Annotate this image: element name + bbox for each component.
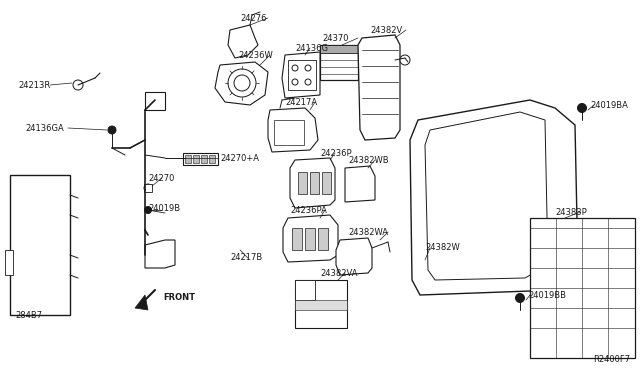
Bar bbox=[193, 155, 199, 163]
Text: 24019BA: 24019BA bbox=[590, 100, 628, 109]
Circle shape bbox=[305, 65, 311, 71]
Bar bbox=[144, 184, 152, 192]
Text: 24236P: 24236P bbox=[320, 148, 351, 157]
Bar bbox=[5, 250, 13, 275]
Text: 24236W: 24236W bbox=[238, 51, 273, 60]
Circle shape bbox=[228, 69, 256, 97]
Circle shape bbox=[577, 103, 586, 112]
Text: 24217B: 24217B bbox=[230, 253, 262, 263]
Bar bbox=[530, 218, 635, 358]
Polygon shape bbox=[358, 35, 400, 140]
Polygon shape bbox=[145, 240, 175, 268]
Bar bbox=[295, 300, 347, 310]
Bar bbox=[310, 172, 319, 194]
Polygon shape bbox=[283, 215, 338, 262]
Text: 24383P: 24383P bbox=[555, 208, 587, 217]
Bar bbox=[185, 155, 191, 163]
Text: 24136G: 24136G bbox=[295, 44, 328, 52]
Bar bbox=[274, 120, 304, 145]
Polygon shape bbox=[268, 108, 318, 152]
Polygon shape bbox=[425, 112, 548, 280]
Circle shape bbox=[144, 184, 152, 192]
Text: 24236PA: 24236PA bbox=[290, 205, 327, 215]
Text: 24217A: 24217A bbox=[285, 97, 317, 106]
Text: 24382V: 24382V bbox=[370, 26, 403, 35]
Bar bbox=[10, 175, 70, 315]
Circle shape bbox=[234, 75, 250, 91]
Bar bbox=[295, 280, 347, 328]
Bar bbox=[298, 172, 307, 194]
Bar bbox=[320, 45, 358, 53]
Text: 24270+A: 24270+A bbox=[220, 154, 259, 163]
Circle shape bbox=[515, 294, 525, 302]
Text: 24136GA: 24136GA bbox=[25, 124, 64, 132]
Polygon shape bbox=[215, 62, 268, 105]
Text: 24019B: 24019B bbox=[148, 203, 180, 212]
Bar bbox=[145, 92, 165, 110]
Polygon shape bbox=[228, 25, 258, 58]
Circle shape bbox=[73, 80, 83, 90]
Circle shape bbox=[305, 79, 311, 85]
Bar bbox=[292, 228, 302, 250]
Text: 24382WA: 24382WA bbox=[348, 228, 388, 237]
Polygon shape bbox=[135, 295, 148, 310]
Text: 24370: 24370 bbox=[322, 33, 349, 42]
Bar bbox=[288, 60, 316, 90]
Polygon shape bbox=[410, 100, 578, 295]
Text: 24270: 24270 bbox=[148, 173, 174, 183]
Bar bbox=[318, 228, 328, 250]
Polygon shape bbox=[282, 52, 320, 98]
Bar bbox=[183, 153, 218, 165]
Text: R2400F7: R2400F7 bbox=[593, 356, 630, 365]
Text: 24276: 24276 bbox=[240, 13, 266, 22]
Polygon shape bbox=[345, 166, 375, 202]
Bar bbox=[209, 155, 215, 163]
Polygon shape bbox=[336, 238, 372, 275]
Text: 24382VA: 24382VA bbox=[320, 269, 358, 278]
Bar bbox=[305, 228, 315, 250]
Text: 24382WB: 24382WB bbox=[348, 155, 388, 164]
Bar bbox=[322, 172, 331, 194]
Text: 24019BB: 24019BB bbox=[528, 291, 566, 299]
Text: 24382W: 24382W bbox=[425, 244, 460, 253]
Text: 284B7: 284B7 bbox=[15, 311, 42, 320]
Text: 24213R: 24213R bbox=[18, 80, 51, 90]
Polygon shape bbox=[290, 158, 335, 208]
Circle shape bbox=[145, 206, 152, 214]
Bar bbox=[320, 45, 358, 80]
Circle shape bbox=[400, 55, 410, 65]
Circle shape bbox=[292, 65, 298, 71]
Circle shape bbox=[108, 126, 116, 134]
Bar bbox=[201, 155, 207, 163]
Circle shape bbox=[292, 79, 298, 85]
Text: FRONT: FRONT bbox=[163, 294, 195, 302]
Bar bbox=[295, 280, 315, 300]
